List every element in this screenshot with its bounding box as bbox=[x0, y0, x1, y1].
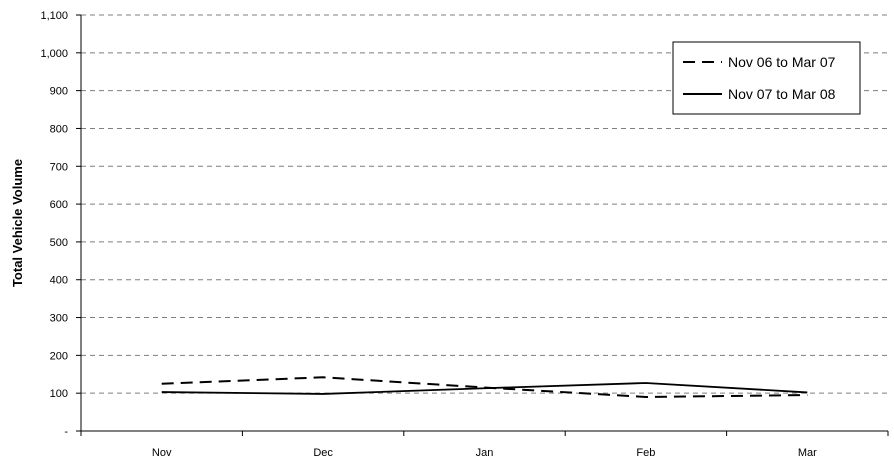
legend-box bbox=[672, 41, 861, 115]
legend-label-2: Nov 07 to Mar 08 bbox=[728, 86, 836, 102]
y-tick-label: 100 bbox=[50, 388, 68, 400]
y-tick-label: 400 bbox=[50, 275, 68, 287]
x-tick-label: Feb bbox=[636, 447, 655, 459]
y-axis-title: Total Vehicle Volume bbox=[10, 159, 25, 287]
legend-label-1: Nov 06 to Mar 07 bbox=[728, 54, 836, 70]
y-tick-label: 500 bbox=[50, 237, 68, 249]
y-tick-label: 1,000 bbox=[40, 48, 68, 60]
y-tick-label: 600 bbox=[50, 199, 68, 211]
series-lines bbox=[161, 376, 808, 398]
y-tick-label: 800 bbox=[50, 123, 68, 135]
series-line-2 bbox=[161, 382, 808, 395]
x-axis-ticks: Nov Dec Jan Feb Mar bbox=[80, 431, 889, 459]
x-tick-label: Dec bbox=[313, 447, 333, 459]
y-tick-label: 1,100 bbox=[40, 10, 68, 22]
x-tick-label: Mar bbox=[798, 447, 817, 459]
y-axis-ticks: - 100 200 300 400 500 600 700 800 900 1,000 1,100 bbox=[40, 10, 81, 438]
y-tick-label: 300 bbox=[50, 313, 68, 325]
y-tick-label: 700 bbox=[50, 161, 68, 173]
y-tick-label: 200 bbox=[50, 350, 68, 362]
y-tick-label: - bbox=[64, 426, 68, 438]
x-tick-label: Nov bbox=[152, 447, 172, 459]
legend: Nov 06 to Mar 07 Nov 07 to Mar 08 bbox=[672, 41, 861, 115]
x-tick-label: Jan bbox=[476, 447, 494, 459]
y-tick-label: 900 bbox=[50, 86, 68, 98]
